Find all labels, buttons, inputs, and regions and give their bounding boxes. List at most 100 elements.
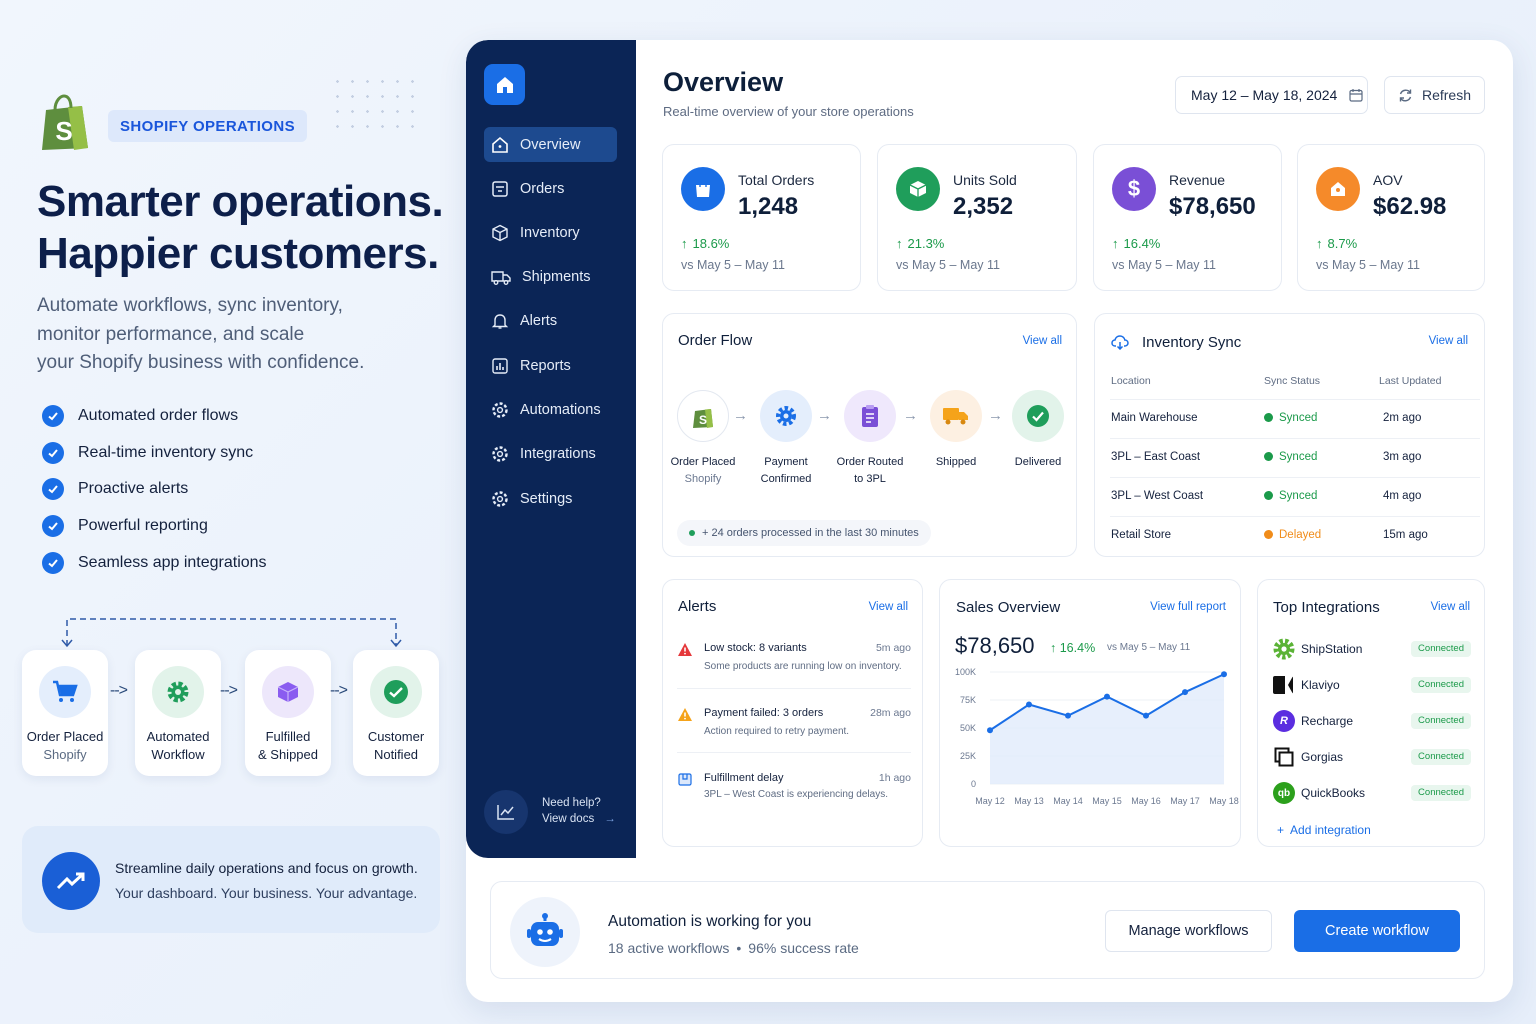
automation-stats: 18 active workflows • 96% success rate bbox=[608, 940, 859, 956]
kpi-label: Units Sold bbox=[953, 172, 1017, 188]
status-label: Synced bbox=[1279, 490, 1318, 502]
workflow-step-sub: & Shipped bbox=[258, 747, 318, 762]
help-link[interactable]: Need help? View docs → bbox=[484, 790, 624, 836]
refresh-button[interactable]: Refresh bbox=[1384, 76, 1485, 114]
trend-icon bbox=[484, 790, 528, 834]
help-docs-label: View docs bbox=[542, 813, 595, 825]
status-pill: + 24 orders processed in the last 30 min… bbox=[677, 520, 931, 546]
divider bbox=[677, 752, 911, 753]
column-header: Last Updated bbox=[1379, 375, 1442, 387]
check-icon bbox=[42, 405, 64, 427]
sidebar-item-integrations[interactable]: Integrations bbox=[484, 436, 617, 471]
alert-title: Payment failed: 3 orders bbox=[704, 707, 824, 719]
workflow-connector bbox=[60, 612, 405, 648]
series-area bbox=[990, 674, 1224, 784]
alert-item[interactable]: Low stock: 8 variants Some products are … bbox=[677, 642, 911, 692]
kpi-compare: vs May 5 – May 11 bbox=[1112, 258, 1216, 272]
alert-title: Low stock: 8 variants bbox=[704, 642, 807, 654]
view-full-report-link[interactable]: View full report bbox=[1150, 601, 1226, 613]
kpi-change: ↑ 21.3% bbox=[896, 236, 944, 251]
home-icon bbox=[491, 136, 509, 154]
status-dot bbox=[689, 530, 695, 536]
step-title: Order Placed bbox=[670, 456, 736, 468]
alert-item[interactable]: Fulfillment delay 3PL – West Coast is ex… bbox=[677, 772, 911, 822]
dollar-icon: $ bbox=[1112, 167, 1156, 211]
automation-title: Automation is working for you bbox=[608, 913, 812, 930]
integration-item[interactable]: qb QuickBooks Connected bbox=[1273, 782, 1471, 806]
integration-item[interactable]: ShipStation Connected bbox=[1273, 638, 1471, 662]
integration-item[interactable]: R Recharge Connected bbox=[1273, 710, 1471, 734]
check-icon bbox=[42, 552, 64, 574]
kpi-value: $78,650 bbox=[1169, 193, 1256, 220]
location-cell: 3PL – East Coast bbox=[1111, 451, 1201, 463]
integration-item[interactable]: Gorgias Connected bbox=[1273, 746, 1471, 770]
order-flow-step: Order Routed to 3PL bbox=[825, 390, 915, 488]
feature-label: Seamless app integrations bbox=[78, 554, 267, 571]
step-title: Order Routed bbox=[836, 456, 904, 468]
step-sub: to 3PL bbox=[854, 473, 886, 485]
sidebar-item-label: Settings bbox=[520, 490, 573, 507]
arrow-icon: --> bbox=[110, 682, 128, 699]
svg-text:S: S bbox=[55, 116, 72, 146]
create-workflow-button[interactable]: Create workflow bbox=[1294, 910, 1460, 952]
integration-item[interactable]: Klaviyo Connected bbox=[1273, 674, 1471, 698]
sidebar-item-label: Reports bbox=[520, 357, 571, 374]
manage-workflows-button[interactable]: Manage workflows bbox=[1105, 910, 1272, 952]
sidebar-item-shipments[interactable]: Shipments bbox=[484, 259, 617, 294]
app-home-icon[interactable] bbox=[484, 64, 525, 105]
sidebar-item-orders[interactable]: Orders bbox=[484, 171, 617, 206]
sidebar-item-reports[interactable]: Reports bbox=[484, 348, 617, 383]
warning-icon bbox=[677, 642, 693, 657]
arrow-icon: --> bbox=[330, 682, 348, 699]
promo-subtitle: Your dashboard. Your business. Your adva… bbox=[115, 885, 418, 901]
check-circle-icon bbox=[1012, 390, 1064, 442]
sales-overview-card: Sales Overview View full report $78,650 … bbox=[939, 579, 1241, 847]
x-tick-label: May 16 bbox=[1131, 796, 1161, 806]
workflow-step-title: Customer bbox=[367, 729, 425, 744]
view-all-link[interactable]: View all bbox=[1428, 335, 1468, 347]
gear-icon bbox=[760, 390, 812, 442]
sales-line-chart: 0 25K 50K 75K 100K May 12 May 13 May 14 May 15 Ma… bbox=[955, 668, 1239, 806]
view-all-link[interactable]: View all bbox=[868, 601, 908, 613]
add-integration-link[interactable]: + Add integration bbox=[1277, 823, 1371, 837]
card-title: Sales Overview bbox=[956, 599, 1061, 616]
kpi-change-value: 16.4% bbox=[1123, 236, 1161, 251]
help-docs-link[interactable]: View docs → bbox=[542, 813, 616, 825]
divider bbox=[677, 688, 911, 689]
sidebar-item-automations[interactable]: Automations bbox=[484, 392, 617, 427]
sidebar-item-alerts[interactable]: Alerts bbox=[484, 303, 617, 338]
sidebar-item-inventory[interactable]: Inventory bbox=[484, 215, 617, 250]
date-range-picker[interactable]: May 12 – May 18, 2024 bbox=[1175, 76, 1368, 114]
location-cell: Main Warehouse bbox=[1111, 412, 1198, 424]
status-text: + 24 orders processed in the last 30 min… bbox=[702, 527, 919, 539]
arrow-up-icon: ↑ bbox=[681, 236, 688, 251]
kpi-change: ↑ 16.4% bbox=[1112, 236, 1160, 251]
feature-label: Real-time inventory sync bbox=[78, 444, 254, 461]
y-tick-label: 100K bbox=[955, 668, 976, 677]
card-title: Alerts bbox=[678, 598, 717, 615]
robot-icon bbox=[510, 897, 580, 967]
cloud-sync-icon bbox=[1111, 334, 1129, 350]
headline-line-1: Smarter operations. bbox=[37, 177, 444, 226]
integration-name: Gorgias bbox=[1301, 750, 1344, 764]
updated-cell: 3m ago bbox=[1383, 451, 1422, 463]
arrow-icon: --> bbox=[220, 682, 238, 699]
view-all-link[interactable]: View all bbox=[1430, 601, 1470, 613]
sidebar: Overview Orders Inventory Shipments Aler… bbox=[466, 40, 636, 858]
clipboard-icon bbox=[844, 390, 896, 442]
alert-item[interactable]: Payment failed: 3 orders Action required… bbox=[677, 707, 911, 757]
check-icon bbox=[42, 478, 64, 500]
workflow-step: Fulfilled & Shipped bbox=[245, 650, 331, 776]
sidebar-item-settings[interactable]: Settings bbox=[484, 481, 617, 516]
sidebar-item-label: Integrations bbox=[520, 445, 596, 462]
kpi-change-value: 21.3% bbox=[907, 236, 945, 251]
shopify-bag-icon: S bbox=[677, 390, 729, 442]
sidebar-item-overview[interactable]: Overview bbox=[484, 127, 617, 162]
sidebar-item-label: Inventory bbox=[520, 224, 580, 241]
alert-title: Fulfillment delay bbox=[704, 772, 784, 784]
kpi-label: Revenue bbox=[1169, 172, 1226, 188]
promo-banner: Streamline daily operations and focus on… bbox=[22, 826, 440, 933]
data-point bbox=[1104, 693, 1110, 700]
view-all-link[interactable]: View all bbox=[1022, 335, 1062, 347]
x-tick-label: May 13 bbox=[1014, 796, 1044, 806]
